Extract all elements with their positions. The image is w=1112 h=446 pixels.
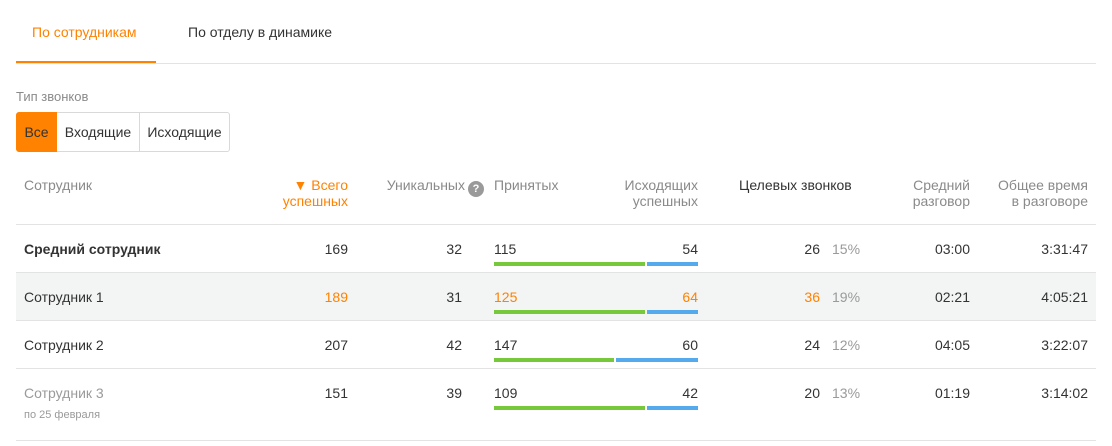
outgoing-value: 60 xyxy=(682,337,698,353)
calls-ratio-bar xyxy=(494,262,698,266)
outgoing-value: 64 xyxy=(682,289,698,305)
call-type-all-button[interactable]: Все xyxy=(16,112,57,152)
col-header-outgoing-line1: Исходящих xyxy=(624,177,698,193)
col-header-total-time-line1: Общее время xyxy=(998,177,1088,193)
col-header-outgoing[interactable]: Исходящих успешных xyxy=(625,177,698,209)
target-calls-value: 20 xyxy=(804,385,820,401)
target-calls-value: 36 xyxy=(804,289,820,305)
outgoing-value: 42 xyxy=(682,385,698,401)
tab-by-department-dynamics[interactable]: По отделу в динамике xyxy=(188,24,333,40)
outgoing-bar-segment xyxy=(647,310,698,314)
outgoing-bar-segment xyxy=(647,406,698,410)
help-icon[interactable]: ? xyxy=(468,181,484,197)
outgoing-bar-segment xyxy=(647,262,698,266)
accepted-bar-segment xyxy=(494,310,645,314)
accepted-value: 125 xyxy=(494,289,518,305)
report-tabs: По сотрудникам По отделу в динамике xyxy=(16,0,1096,64)
unique-value: 32 xyxy=(446,241,462,257)
unique-value: 42 xyxy=(446,337,462,353)
col-header-total-time[interactable]: Общее время в разговоре xyxy=(998,177,1088,209)
calls-ratio-bar xyxy=(494,310,698,314)
unique-value: 31 xyxy=(446,289,462,305)
accepted-value: 147 xyxy=(494,337,518,353)
total-talk-time-value: 3:14:02 xyxy=(1041,385,1088,401)
total-success-value: 189 xyxy=(324,289,348,305)
avg-talk-value: 04:05 xyxy=(934,337,970,353)
avg-talk-value: 01:19 xyxy=(934,385,970,401)
col-header-accepted[interactable]: Принятых xyxy=(494,177,559,193)
accepted-value: 115 xyxy=(494,241,517,257)
table-header-divider xyxy=(16,224,1096,225)
tab-by-employees[interactable]: По сотрудникам xyxy=(32,24,137,40)
col-header-avg-talk-line1: Средний xyxy=(913,177,970,193)
employee-end-date-note: по 25 февраля xyxy=(24,409,101,421)
call-type-outgoing-button[interactable]: Исходящие xyxy=(140,112,230,152)
avg-talk-value: 02:21 xyxy=(934,289,970,305)
target-calls-percent: 12% xyxy=(832,337,861,353)
employee-name[interactable]: Сотрудник 3 xyxy=(24,385,104,401)
target-calls-percent: 15% xyxy=(832,241,861,257)
col-header-total-success-line2: успешных xyxy=(282,193,348,209)
outgoing-value: 54 xyxy=(682,241,698,257)
col-header-target[interactable]: Целевых звонков xyxy=(739,177,852,193)
calls-ratio-bar xyxy=(494,358,698,362)
call-type-label: Тип звонков xyxy=(16,89,89,104)
total-success-value: 169 xyxy=(324,241,348,257)
col-header-employee[interactable]: Сотрудник xyxy=(24,177,93,193)
col-header-avg-talk-line2: разговор xyxy=(912,193,970,209)
accepted-bar-segment xyxy=(494,358,614,362)
col-header-total-time-line2: в разговоре xyxy=(1011,193,1088,209)
employee-name: Средний сотрудник xyxy=(24,241,161,257)
total-success-value: 207 xyxy=(324,337,348,353)
table-row-average[interactable]: Средний сотрудник 169 32 115 54 26 15% 0… xyxy=(16,225,1096,273)
target-calls-value: 26 xyxy=(804,241,820,257)
total-talk-time-value: 3:31:47 xyxy=(1041,241,1088,257)
call-type-incoming-button[interactable]: Входящие xyxy=(57,112,140,152)
active-tab-indicator xyxy=(16,61,156,63)
total-talk-time-value: 4:05:21 xyxy=(1041,289,1088,305)
target-calls-value: 24 xyxy=(804,337,820,353)
accepted-bar-segment xyxy=(494,406,645,410)
col-header-unique-label: Уникальных xyxy=(386,177,465,193)
outgoing-bar-segment xyxy=(616,358,698,362)
col-header-unique[interactable]: Уникальных? xyxy=(387,177,484,197)
accepted-bar-segment xyxy=(494,262,645,266)
total-talk-time-value: 3:22:07 xyxy=(1041,337,1088,353)
target-calls-percent: 19% xyxy=(832,289,861,305)
employee-name[interactable]: Сотрудник 2 xyxy=(24,337,104,353)
total-success-value: 151 xyxy=(324,385,348,401)
calls-ratio-bar xyxy=(494,406,698,410)
call-type-switch: Все Входящие Исходящие xyxy=(16,112,230,152)
col-header-total-success-line1: ▼ Всего xyxy=(293,177,348,193)
target-calls-percent: 13% xyxy=(832,385,861,401)
avg-talk-value: 03:00 xyxy=(934,241,970,257)
accepted-value: 109 xyxy=(494,385,518,401)
col-header-total-success[interactable]: ▼ Всего успешных xyxy=(283,177,348,209)
unique-value: 39 xyxy=(446,385,462,401)
table-row-employee[interactable]: Сотрудник 1 189 31 125 64 36 19% 02:21 4… xyxy=(16,273,1096,321)
col-header-outgoing-line2: успешных xyxy=(632,193,698,209)
employee-name[interactable]: Сотрудник 1 xyxy=(24,289,104,305)
table-row-employee[interactable]: Сотрудник 2 207 42 147 60 24 12% 04:05 3… xyxy=(16,321,1096,369)
col-header-avg-talk[interactable]: Средний разговор xyxy=(913,177,970,209)
table-row-employee[interactable]: Сотрудник 3 по 25 февраля 151 39 109 42 … xyxy=(16,369,1096,441)
